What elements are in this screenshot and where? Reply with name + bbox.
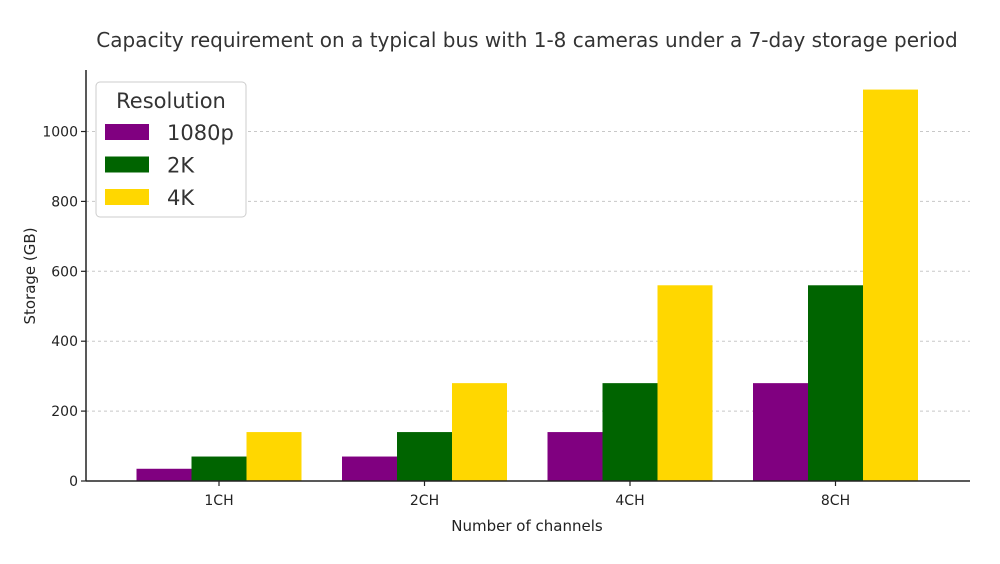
y-tick-label: 200 [51, 404, 78, 420]
legend-box [95, 81, 247, 218]
y-tick-label: 600 [51, 264, 78, 280]
legend-label: 1080p [167, 121, 234, 145]
bar-4k-8ch [863, 89, 918, 482]
y-axis-ticks: 0 200 400 600 800 1000 [42, 125, 86, 490]
legend-entries: 1080p 2K 4K [105, 121, 234, 210]
x-axis-title: Number of channels [451, 517, 603, 535]
legend-title: Resolution [116, 89, 226, 113]
y-tick-label: 1000 [42, 125, 78, 141]
bar-4k-4ch [657, 285, 713, 481]
y-tick-label: 0 [69, 474, 78, 490]
bar-1080p-8ch [753, 383, 808, 481]
y-axis-title: Storage (GB) [21, 227, 39, 324]
bar-4k-2ch [452, 383, 507, 481]
bar-2k-1ch [191, 456, 247, 481]
bar-1080p-2ch [342, 456, 397, 481]
bar-2k-8ch [808, 285, 863, 481]
y-tick-label: 400 [51, 334, 78, 350]
legend-label: 4K [167, 186, 195, 210]
bar-1080p-1ch [136, 468, 192, 481]
legend-swatch-1080p [105, 124, 149, 140]
x-tick-label: 2CH [410, 493, 439, 509]
bar-2k-2ch [397, 432, 452, 481]
y-tick-label: 800 [51, 194, 78, 210]
x-tick-label: 1CH [204, 493, 233, 509]
bar-4k-1ch [246, 432, 302, 481]
chart-title: Capacity requirement on a typical bus wi… [96, 28, 957, 52]
bar-1080p-4ch [547, 432, 603, 481]
legend-label: 2K [167, 154, 195, 178]
legend-swatch-2k [105, 156, 149, 173]
legend-swatch-4k [105, 189, 149, 205]
legend: Resolution 1080p 2K 4K [95, 81, 247, 218]
x-axis-ticks: 1CH 2CH 4CH 8CH [204, 481, 850, 509]
x-tick-label: 8CH [821, 493, 850, 509]
x-tick-label: 4CH [615, 493, 644, 509]
bar-2k-4ch [602, 383, 658, 481]
bars [136, 89, 918, 482]
